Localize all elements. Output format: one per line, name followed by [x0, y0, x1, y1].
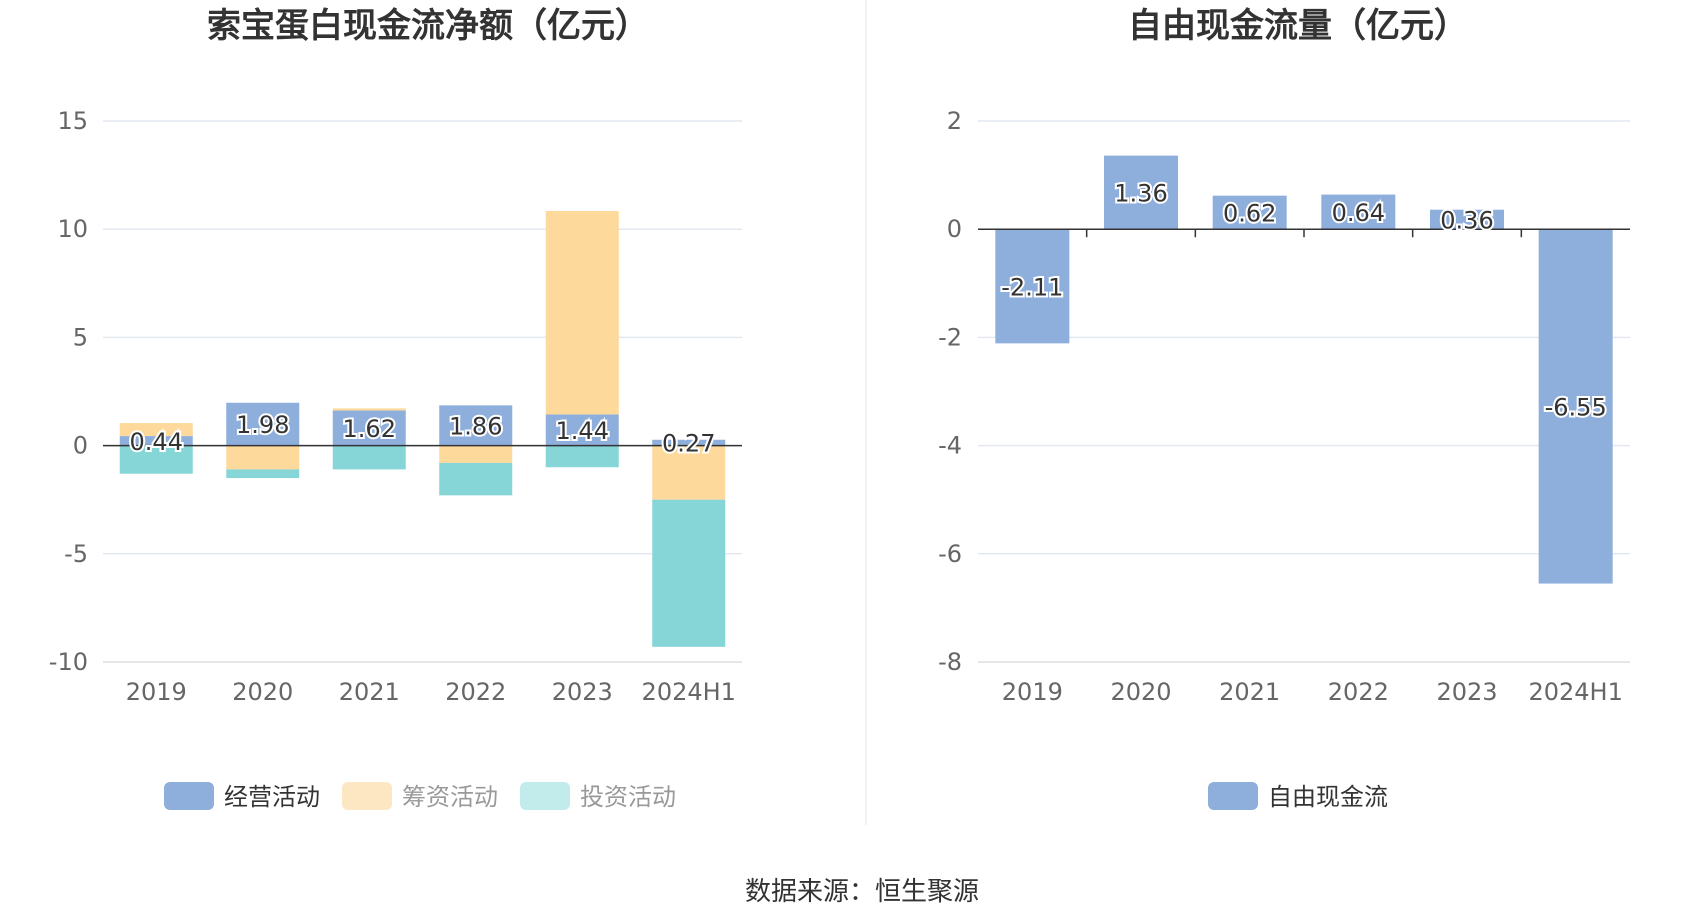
y-tick-label: 2	[947, 107, 962, 135]
bar-经营活动-2021	[332, 410, 406, 446]
bar-经营活动-2023	[545, 414, 619, 446]
bar-投资活动-2019	[119, 445, 193, 474]
bar-投资活动-2023	[545, 445, 619, 468]
legend-item-投资活动[interactable]: 投资活动	[520, 782, 676, 811]
x-tick-label: 2024H1	[642, 678, 736, 706]
data-label: 0.64	[1332, 199, 1385, 227]
free-cash-flow-chart: 自由现金流量（亿元） 2 0 -2 -4 -6 -8 -2.11 1.36 0.62 0.64 0.…	[938, 6, 1630, 811]
bar-自由现金流-2020	[1104, 155, 1178, 230]
y-tick-label: 5	[73, 323, 88, 351]
x-tick-label: 2020	[1110, 678, 1171, 706]
bar-经营活动-2022	[439, 405, 513, 446]
bar-筹资活动-2022	[439, 445, 513, 463]
legend-swatch	[1208, 782, 1258, 810]
y-tick-label: -8	[938, 648, 962, 676]
bar-投资活动-2022	[439, 462, 513, 496]
data-label: -6.55	[1545, 393, 1607, 421]
bar-投资活动-2020	[226, 469, 300, 479]
bar-自由现金流-2021	[1212, 195, 1287, 230]
y-tick-label: -6	[938, 540, 962, 568]
y-tick-label: 0	[73, 432, 88, 460]
legend-label: 自由现金流	[1268, 783, 1388, 811]
y-tick-label: 10	[57, 215, 88, 243]
x-tick-label: 2019	[1002, 678, 1063, 706]
bar-筹资活动-2023	[545, 211, 619, 415]
legend-swatch	[342, 782, 392, 810]
bar-自由现金流-2022	[1321, 194, 1396, 230]
data-label: 0.36	[1440, 206, 1493, 234]
bar-自由现金流-2023	[1430, 209, 1504, 230]
legend-swatch	[164, 782, 214, 810]
y-tick-label: -2	[938, 323, 962, 351]
chart-title-cash-flow: 索宝蛋白现金流净额（亿元）	[207, 6, 649, 46]
y-tick-label: -4	[938, 432, 962, 460]
bar-投资活动-2021	[332, 445, 406, 470]
cash-flow-chart: 索宝蛋白现金流净额（亿元） 15 10 5 0 -5 -10 0.44 1.98 1.62 1.8…	[49, 6, 742, 811]
y-tick-label: -5	[64, 540, 88, 568]
data-label: 1.36	[1114, 179, 1167, 207]
bar-自由现金流-2019	[995, 229, 1070, 344]
legend-item-经营活动[interactable]: 经营活动	[164, 782, 320, 811]
chart-title-free-cash-flow: 自由现金流量（亿元）	[1128, 6, 1468, 46]
bar-筹资活动-2019	[119, 423, 193, 437]
bar-筹资活动-2021	[332, 408, 406, 411]
y-tick-label: -10	[49, 648, 88, 676]
legend-swatch	[520, 782, 570, 810]
data-source: 数据来源：恒生聚源	[745, 877, 979, 907]
data-label: 0.44	[130, 428, 183, 456]
bar-经营活动-2024H1	[652, 439, 726, 446]
x-tick-label: 2021	[1219, 678, 1280, 706]
x-tick-label: 2024H1	[1528, 678, 1622, 706]
legend-label: 经营活动	[224, 783, 320, 811]
y-tick-label: 15	[57, 107, 88, 135]
x-tick-label: 2023	[552, 678, 613, 706]
bar-经营活动-2020	[226, 402, 300, 446]
data-label: 1.86	[449, 412, 502, 440]
data-label: 0.27	[662, 430, 715, 458]
legend-item-筹资活动[interactable]: 筹资活动	[342, 782, 498, 811]
legend-label: 筹资活动	[402, 783, 498, 811]
x-tick-label: 2019	[126, 678, 187, 706]
x-tick-label: 2022	[445, 678, 506, 706]
data-label: -2.11	[1001, 273, 1063, 301]
x-tick-label: 2021	[339, 678, 400, 706]
legend-item-自由现金流[interactable]: 自由现金流	[1208, 782, 1388, 811]
data-label: 1.44	[556, 417, 609, 445]
bar-自由现金流-2024H1	[1538, 229, 1613, 584]
bar-筹资活动-2020	[226, 445, 300, 470]
x-tick-label: 2022	[1328, 678, 1389, 706]
data-label: 1.98	[236, 411, 289, 439]
data-label: 0.62	[1223, 199, 1276, 227]
y-tick-label: 0	[947, 215, 962, 243]
legend-label: 投资活动	[580, 783, 676, 811]
bar-经营活动-2019	[119, 436, 193, 446]
data-label: 1.62	[343, 415, 396, 443]
bar-筹资活动-2024H1	[652, 445, 726, 500]
x-tick-label: 2023	[1436, 678, 1497, 706]
bar-投资活动-2024H1	[652, 499, 726, 647]
x-tick-label: 2020	[232, 678, 293, 706]
